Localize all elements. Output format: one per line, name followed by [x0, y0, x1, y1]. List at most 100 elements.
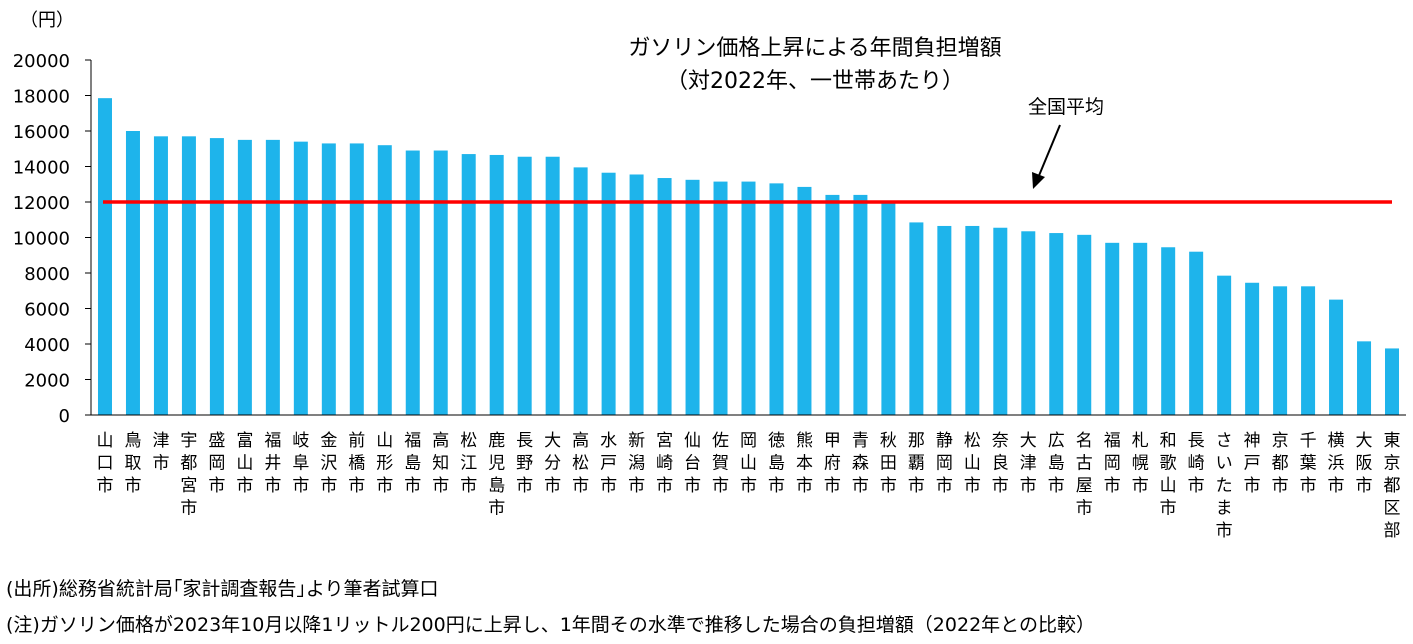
x-tick-label: 仙台市: [684, 431, 701, 496]
bar: [1105, 242, 1120, 415]
bar: [993, 227, 1008, 415]
y-tick-label: 4000: [24, 335, 70, 356]
bar: [1301, 286, 1316, 415]
bar: [1133, 242, 1148, 415]
bar: [1245, 282, 1260, 415]
x-tick-label: 青森市: [852, 431, 869, 496]
x-tick-label: 那覇市: [908, 431, 925, 496]
x-tick-label: 和歌山市: [1160, 431, 1177, 519]
y-axis: 0 2000 4000 6000 8000 10000 12000 14000 16000 180…: [13, 51, 92, 427]
x-tick-label: 徳島市: [768, 431, 785, 496]
x-tick-label: 金沢市: [320, 431, 337, 496]
y-tick-label: 8000: [24, 264, 70, 285]
bars: [97, 98, 1400, 416]
x-tick-label: 東京都区部: [1384, 431, 1401, 541]
bar: [489, 154, 504, 415]
bar: [741, 181, 756, 415]
x-tick-label: 大阪市: [1356, 431, 1373, 496]
bar: [265, 139, 280, 415]
y-tick-label: 6000: [24, 300, 70, 321]
bar: [909, 222, 924, 415]
bar: [601, 172, 616, 415]
x-tick-label: 広島市: [1048, 431, 1065, 496]
y-tick-label: 14000: [13, 158, 70, 179]
bar: [825, 194, 840, 415]
x-tick-label: 甲府市: [824, 431, 841, 496]
x-tick-label: 前橋市: [348, 431, 365, 496]
x-tick-label: 高松市: [572, 431, 589, 496]
x-tick-label: 水戸市: [600, 431, 617, 496]
x-tick-label: 富山市: [236, 431, 253, 496]
annotation-arrow: [1037, 124, 1061, 179]
bar: [405, 150, 420, 415]
bar: [1161, 247, 1176, 415]
x-labels: 山口市鳥取市津市宇都宮市盛岡市富山市福井市岐阜市金沢市前橋市山形市福島市高知市松…: [96, 431, 1400, 541]
bar: [713, 181, 728, 415]
x-tick-label: 福島市: [404, 431, 421, 496]
bar: [881, 202, 896, 415]
x-tick-label: 盛岡市: [208, 431, 225, 496]
x-tick-label: 熊本市: [796, 431, 813, 496]
x-tick-label: 静岡市: [936, 431, 953, 496]
y-tick-label: 2000: [24, 371, 70, 392]
bar: [181, 136, 196, 415]
x-tick-label: 高知市: [432, 431, 449, 496]
x-tick-label: 福井市: [264, 431, 281, 496]
x-tick-label: 新潟市: [628, 431, 645, 496]
bar: [657, 178, 672, 415]
x-tick-label: 千葉市: [1300, 431, 1317, 496]
bar: [1385, 348, 1400, 415]
x-tick-label: 宮崎市: [656, 431, 673, 496]
y-unit-label: （円）: [20, 10, 74, 31]
bar: [1077, 234, 1092, 415]
x-tick-label: 鳥取市: [124, 431, 141, 496]
bar: [517, 156, 532, 416]
bar: [1217, 275, 1232, 415]
x-tick-label: 鹿児島市: [488, 431, 505, 519]
x-tick-label: 佐賀市: [712, 431, 729, 496]
bar: [853, 194, 868, 415]
bar: [965, 225, 980, 415]
bar: [153, 136, 168, 415]
x-tick-label: 山形市: [376, 431, 393, 496]
bar: [1357, 341, 1372, 415]
x-tick-label: 大津市: [1020, 431, 1037, 496]
annotation-arrowhead: [1032, 172, 1045, 189]
x-tick-label: 福岡市: [1104, 431, 1121, 496]
bar: [1329, 299, 1344, 415]
bar: [349, 143, 364, 416]
chart-title: ガソリン価格上昇による年間負担増額: [628, 36, 1001, 61]
bar: [797, 186, 812, 415]
x-tick-label: 津市: [152, 431, 169, 474]
bar: [237, 139, 252, 415]
chart: 0 2000 4000 6000 8000 10000 12000 14000 16000 180…: [13, 10, 1406, 541]
y-tick-label: 0: [59, 406, 70, 427]
x-tick-label: 長崎市: [1188, 431, 1205, 496]
x-tick-label: 京都市: [1272, 431, 1289, 496]
x-tick-label: 山口市: [96, 431, 113, 496]
y-tick-label: 10000: [13, 229, 70, 250]
bar: [433, 150, 448, 415]
bar: [293, 141, 308, 415]
bar: [1189, 251, 1204, 415]
bar: [209, 138, 224, 415]
footnote: (注)ガソリン価格が2023年10月以降1リットル200円に上昇し、1年間その水…: [6, 614, 1095, 636]
chart-subtitle: （対2022年、一世帯あたり）: [666, 69, 964, 94]
bar: [545, 156, 560, 416]
x-tick-label: 秋田市: [880, 431, 897, 496]
bar: [685, 179, 700, 415]
x-tick-label: 神戸市: [1244, 431, 1261, 496]
bar: [125, 131, 140, 415]
x-tick-label: 岐阜市: [292, 431, 309, 496]
bar: [377, 145, 392, 415]
x-tick-label: さいたま市: [1216, 431, 1233, 541]
bar: [573, 167, 588, 415]
x-tick-label: 名古屋市: [1076, 431, 1093, 519]
bar: [461, 154, 476, 415]
reference-line-label: 全国平均: [1028, 96, 1104, 118]
y-tick-label: 18000: [13, 87, 70, 108]
x-tick-label: 岡山市: [740, 431, 757, 496]
y-tick-label: 12000: [13, 193, 70, 214]
x-tick-label: 札幌市: [1132, 431, 1149, 496]
x-tick-label: 松江市: [460, 431, 477, 496]
